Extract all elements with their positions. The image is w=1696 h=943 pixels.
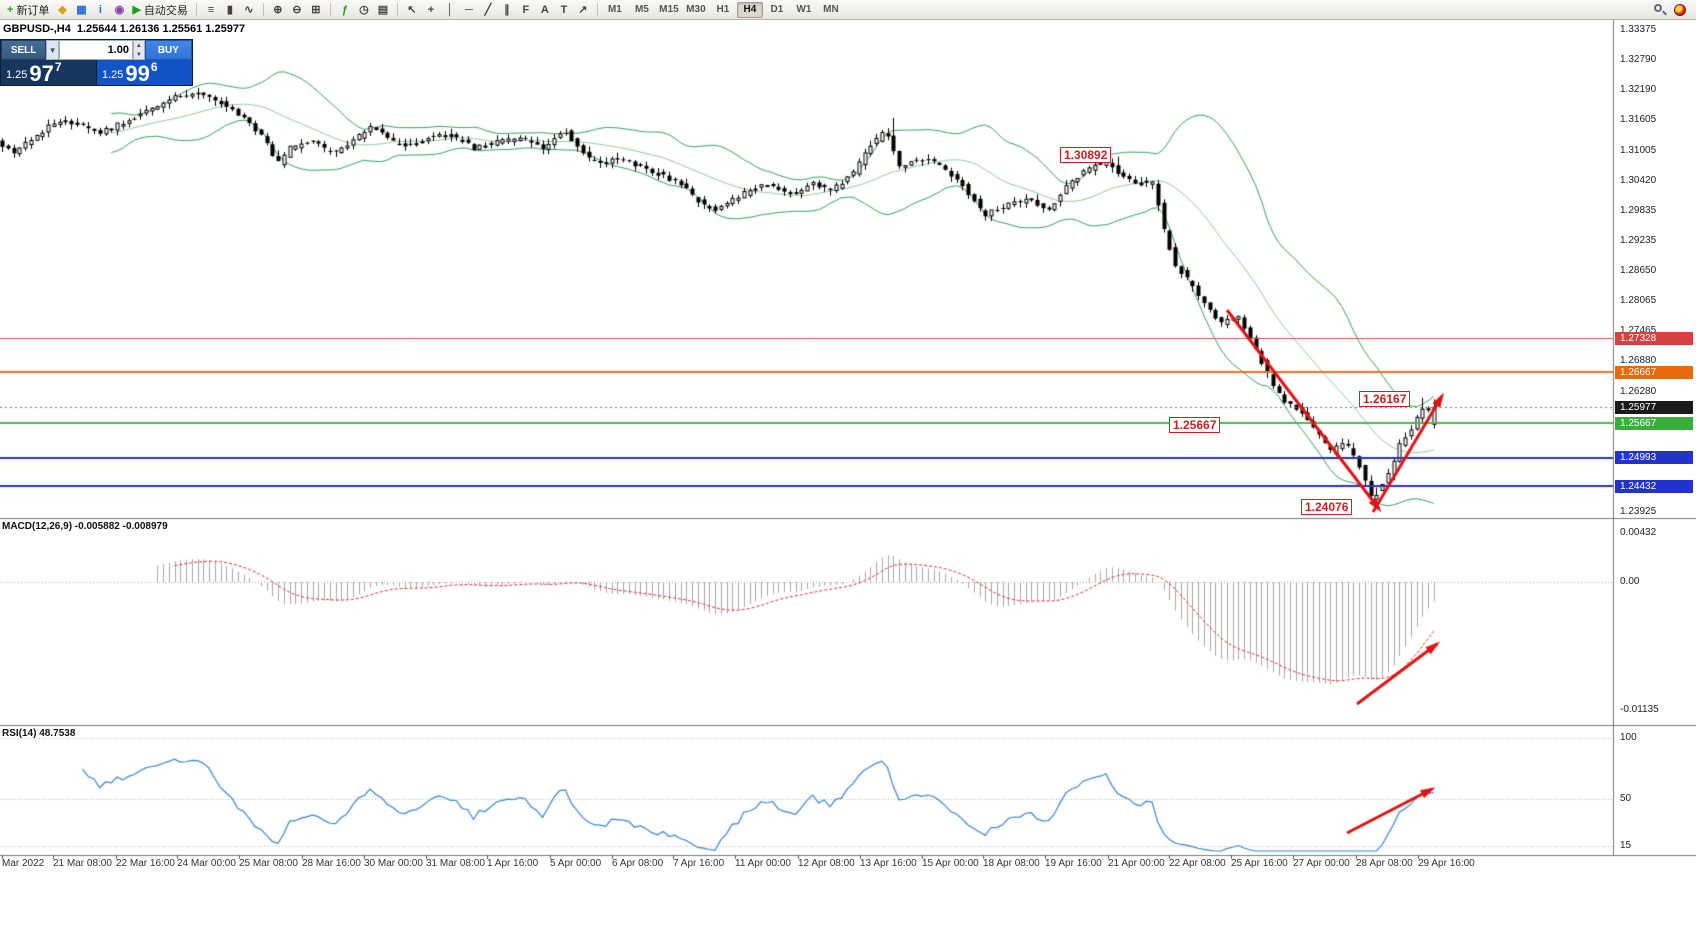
sell-price-small: 1.25 [6, 69, 28, 81]
text-icon: A [540, 3, 549, 16]
timeframe-w1-button[interactable]: W1 [796, 4, 812, 15]
main-toolbar: + 新订单 ◆ ▦ i ◉ ▶ 自动交易 ≡ ▮ ∿ ⊕ ⊖ ⊞ ƒ ◷ ▤ ↖ + │ ─ ╱ ∥ F A T ↗ M1 M5 M15… [0, 0, 1696, 20]
channel-button[interactable]: ∥ [498, 1, 516, 18]
auto-trading-button[interactable]: ▶ 自动交易 [129, 1, 190, 18]
tile-windows-icon: ⊞ [311, 4, 321, 16]
horizontal-line-button[interactable]: ─ [460, 1, 478, 18]
strategy-button[interactable]: ◉ [110, 1, 128, 18]
toolbar-separator [596, 3, 598, 16]
cursor-icon: ↖ [407, 4, 417, 16]
chart-bars-button[interactable]: ≡ [202, 1, 220, 18]
periods-button[interactable]: ◷ [355, 1, 373, 18]
vertical-line-icon: │ [446, 3, 454, 16]
new-order-button-label: 新订单 [16, 4, 50, 17]
templates-icon: ▤ [377, 4, 389, 16]
timeframe-m30-button[interactable]: M30 [686, 4, 706, 15]
indicators-button[interactable]: ƒ [336, 1, 354, 18]
chart-bars-icon: ≡ [207, 3, 215, 16]
sell-button[interactable]: SELL [1, 40, 47, 60]
timeframe-h4-button[interactable]: H4 [736, 1, 763, 18]
crosshair-button[interactable]: + [422, 1, 440, 18]
fibonacci-button[interactable]: F [517, 1, 535, 18]
trendline-button[interactable]: ╱ [479, 1, 497, 18]
auto-trading-button-label: 自动交易 [143, 4, 188, 17]
text-button[interactable]: A [536, 1, 554, 18]
profile-button[interactable]: ▦ [72, 1, 90, 18]
volume-up-icon[interactable]: ▲ [135, 42, 142, 49]
chart-candles-button[interactable]: ▮ [221, 1, 239, 18]
zoom-in-button[interactable]: ⊕ [269, 1, 287, 18]
sell-price-big: 97 [29, 61, 54, 86]
new-order-icon: + [7, 3, 14, 16]
one-click-trading-panel: SELL ▼ ▲▼ BUY 1.25 97 7 1.25 99 6 [0, 39, 193, 86]
volume-stepper[interactable]: ▲ ▼ [133, 40, 145, 60]
chart-line-button[interactable]: ∿ [240, 1, 258, 18]
fibonacci-icon: F [522, 3, 530, 16]
arrows-button[interactable]: ↗ [574, 1, 592, 18]
arrows-icon: ↗ [578, 4, 588, 16]
data-window-button[interactable]: i [91, 1, 109, 18]
toolbar-right [1653, 3, 1692, 16]
buy-price-display[interactable]: 1.25 99 6 [97, 60, 192, 85]
channel-icon: ∥ [504, 4, 510, 16]
timeframe-d1-button[interactable]: D1 [770, 4, 784, 15]
buy-price-big: 99 [125, 61, 150, 86]
zoom-out-icon: ⊖ [292, 4, 302, 16]
periods-icon: ◷ [359, 4, 369, 16]
buy-price-sup: 6 [150, 60, 158, 74]
horizontal-line-icon: ─ [465, 3, 473, 16]
templates-button[interactable]: ▤ [374, 1, 392, 18]
buy-button[interactable]: BUY [144, 40, 192, 60]
timeframe-toolbar: M1 M5 M15 M30 H1 H4 D1 W1 MN [602, 1, 844, 18]
chart-candles-icon: ▮ [226, 4, 233, 16]
sell-price-sup: 7 [54, 60, 62, 74]
notification-badge-icon[interactable] [1674, 3, 1686, 16]
profile-icon: ▦ [76, 4, 87, 16]
toolbar-separator [195, 3, 197, 16]
ohlc-values: 1.25644 1.26136 1.25561 1.25977 [76, 23, 246, 35]
text-label-icon: T [560, 3, 568, 16]
tile-windows-button[interactable]: ⊞ [307, 1, 325, 18]
timeframe-h1-button[interactable]: H1 [716, 4, 730, 15]
data-window-icon: i [98, 3, 102, 16]
buy-price-small: 1.25 [102, 69, 124, 81]
charts-button[interactable]: ◆ [53, 1, 71, 18]
zoom-in-icon: ⊕ [273, 4, 283, 16]
toolbar-separator [396, 3, 398, 16]
cursor-button[interactable]: ↖ [403, 1, 421, 18]
chart-line-icon: ∿ [244, 4, 254, 16]
toolbar-separator [329, 3, 331, 16]
volume-down-icon[interactable]: ▼ [135, 51, 142, 58]
sell-price-display[interactable]: 1.25 97 7 [1, 60, 97, 85]
search-icon[interactable] [1653, 3, 1666, 16]
volume-input[interactable] [59, 40, 133, 60]
timeframe-m1-button[interactable]: M1 [607, 4, 622, 15]
vertical-line-button[interactable]: │ [441, 1, 459, 18]
symbol-ohlc-info: GBPUSD-,H4 1.25644 1.26136 1.25561 1.2597… [3, 23, 251, 35]
crosshair-icon: + [427, 3, 435, 16]
timeframe-mn-button[interactable]: MN [823, 4, 839, 15]
auto-trading-icon: ▶ [132, 4, 141, 16]
zoom-out-button[interactable]: ⊖ [288, 1, 306, 18]
toolbar-buttons: + 新订单 ◆ ▦ i ◉ ▶ 自动交易 ≡ ▮ ∿ ⊕ ⊖ ⊞ ƒ ◷ ▤ ↖ + │ ─ ╱ ∥ F A T ↗ [4, 1, 602, 18]
trade-controls-row: SELL ▼ ▲▼ BUY [1, 40, 192, 60]
price-chart-canvas[interactable] [0, 20, 1696, 943]
trade-prices-row: 1.25 97 7 1.25 99 6 [1, 60, 192, 85]
timeframe-m5-button[interactable]: M5 [634, 4, 649, 15]
text-label-button[interactable]: T [555, 1, 573, 18]
trendline-icon: ╱ [484, 4, 492, 16]
indicators-icon: ƒ [341, 3, 348, 16]
timeframe-m15-button[interactable]: M15 [659, 4, 679, 15]
charts-icon: ◆ [58, 4, 67, 16]
symbol-period-label: GBPUSD-,H4 [3, 23, 71, 35]
toolbar-separator [262, 3, 264, 16]
strategy-icon: ◉ [114, 4, 125, 16]
order-type-dropdown[interactable]: ▼ [46, 40, 59, 60]
new-order-button[interactable]: + 新订单 [4, 1, 52, 18]
